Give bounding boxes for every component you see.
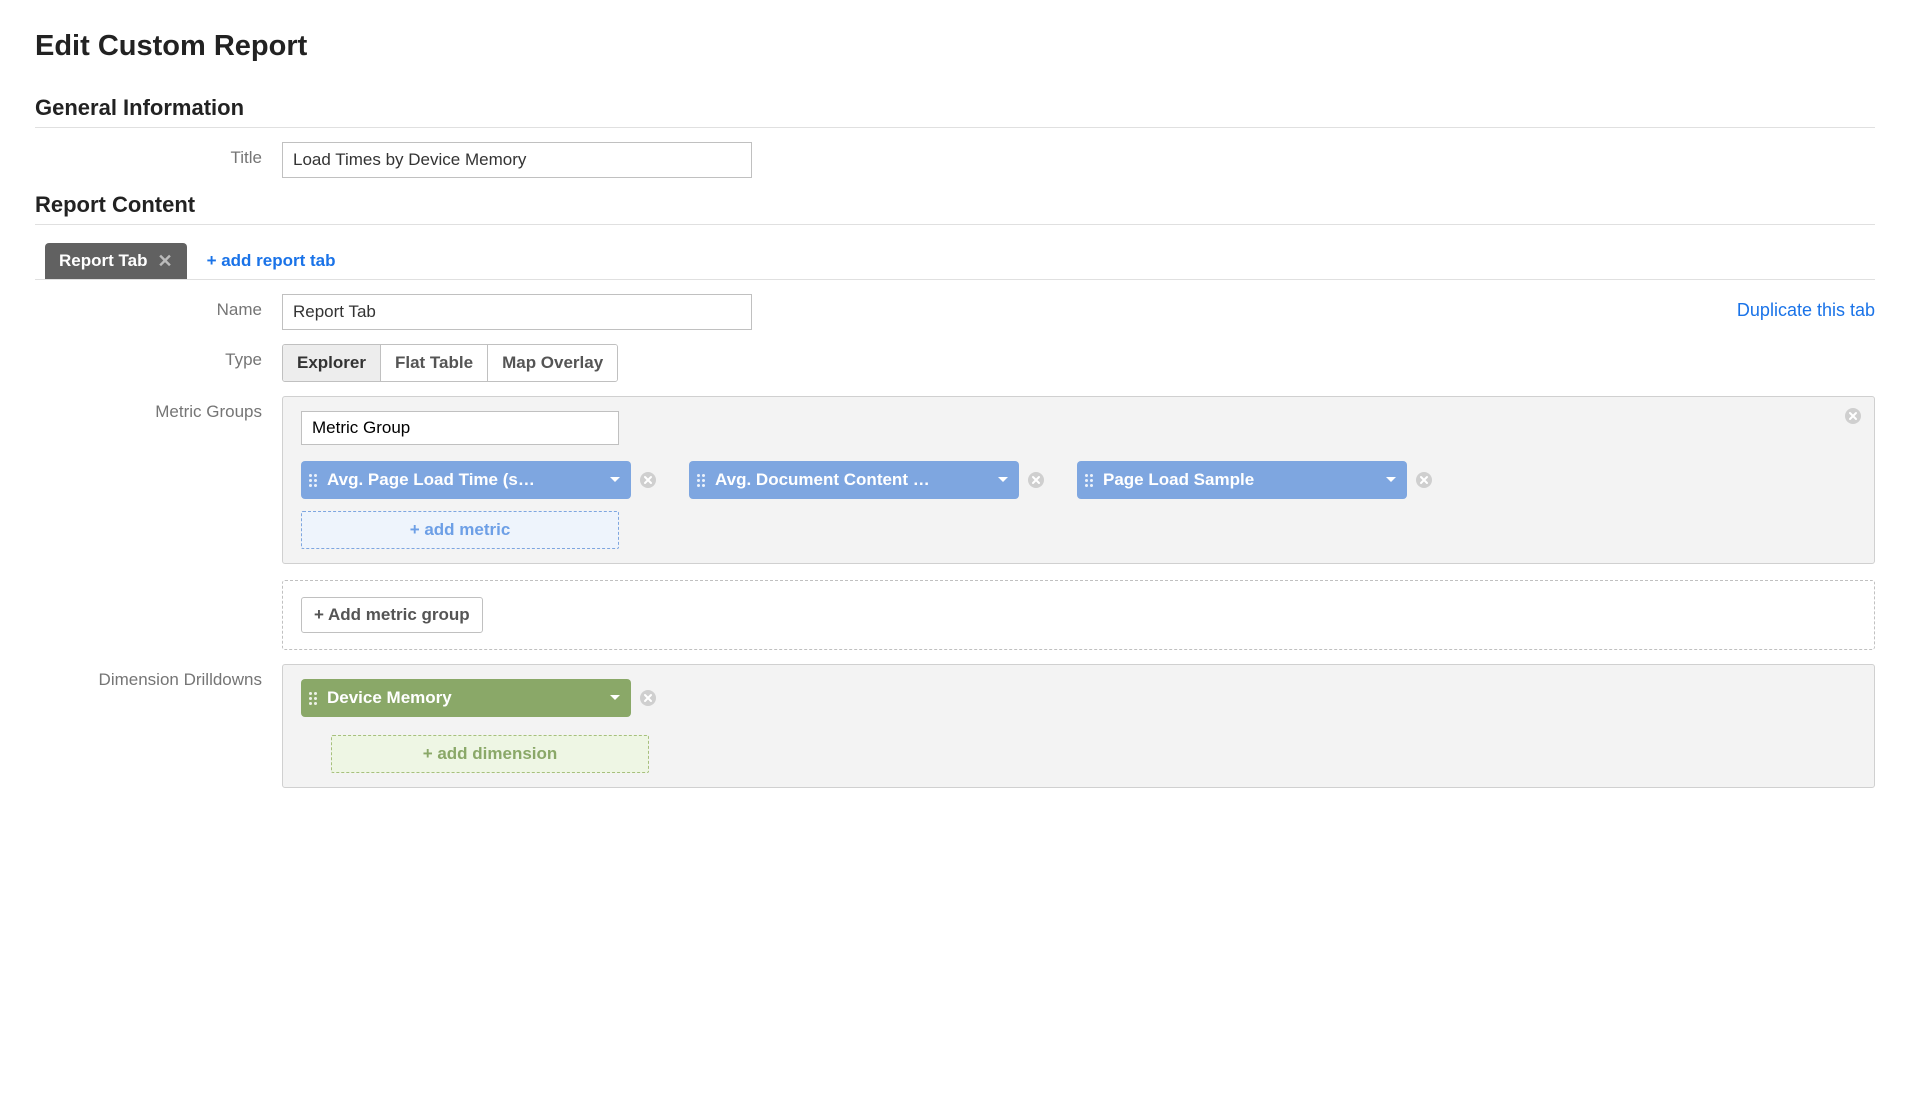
metric-chip-label: Page Load Sample [1103,470,1377,490]
metric-chip[interactable]: Page Load Sample [1077,461,1407,499]
page-title: Edit Custom Report [35,30,1875,63]
report-tab-label: Report Tab [59,251,147,271]
type-label: Type [35,344,282,370]
dimension-chip[interactable]: Device Memory [301,679,631,717]
remove-metric-icon[interactable] [1415,471,1433,489]
add-metric-group-panel: + Add metric group [282,580,1875,650]
remove-metric-icon[interactable] [639,471,657,489]
report-tab[interactable]: Report Tab ✕ [45,243,187,279]
dimension-drilldowns-label: Dimension Drilldowns [35,664,282,690]
metric-group-panel: Avg. Page Load Time (s… [282,396,1875,564]
drag-handle-icon[interactable] [1085,474,1093,487]
metric-chip-label: Avg. Document Content … [715,470,989,490]
metric-chip[interactable]: Avg. Page Load Time (s… [301,461,631,499]
remove-metric-icon[interactable] [1027,471,1045,489]
duplicate-tab-link[interactable]: Duplicate this tab [1737,294,1875,321]
close-icon[interactable]: ✕ [157,252,172,270]
type-toggle-group: Explorer Flat Table Map Overlay [282,344,618,382]
metric-groups-label: Metric Groups [35,396,282,422]
tab-name-input[interactable] [282,294,752,330]
title-input[interactable] [282,142,752,178]
add-metric-group-button[interactable]: + Add metric group [301,597,483,633]
report-tab-bar: Report Tab ✕ + add report tab [35,243,1875,280]
metric-group-name-input[interactable] [301,411,619,445]
metric-chip-label: Avg. Page Load Time (s… [327,470,601,490]
drag-handle-icon[interactable] [309,474,317,487]
add-dimension-button[interactable]: + add dimension [331,735,649,773]
section-content: Report Content [35,192,1875,225]
add-report-tab-link[interactable]: + add report tab [207,251,336,271]
title-label: Title [35,142,282,168]
remove-dimension-icon[interactable] [639,689,657,707]
dimension-panel: Device Memory + add dimension [282,664,1875,788]
type-explorer-button[interactable]: Explorer [283,345,381,381]
drag-handle-icon[interactable] [697,474,705,487]
type-map-overlay-button[interactable]: Map Overlay [488,345,617,381]
chevron-down-icon [997,476,1009,484]
section-general: General Information [35,95,1875,128]
add-metric-button[interactable]: + add metric [301,511,619,549]
name-label: Name [35,294,282,320]
remove-metric-group-icon[interactable] [1844,407,1862,425]
type-flat-table-button[interactable]: Flat Table [381,345,488,381]
chevron-down-icon [609,694,621,702]
dimension-chip-label: Device Memory [327,688,601,708]
metric-chip[interactable]: Avg. Document Content … [689,461,1019,499]
chevron-down-icon [609,476,621,484]
drag-handle-icon[interactable] [309,692,317,705]
chevron-down-icon [1385,476,1397,484]
